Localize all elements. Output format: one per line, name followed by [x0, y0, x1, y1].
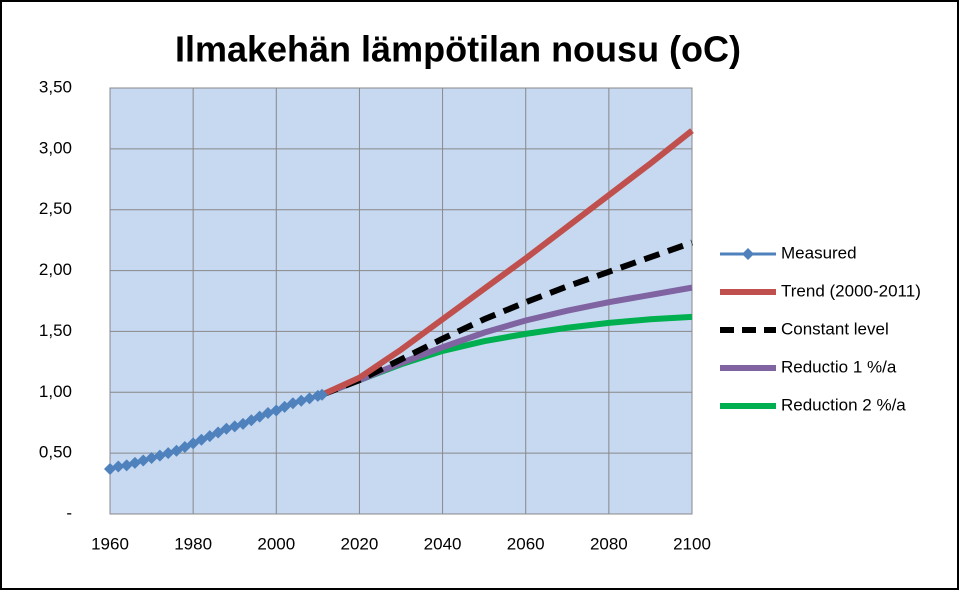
x-tick-label: 2080	[590, 534, 628, 553]
y-tick-label: 0,50	[39, 443, 72, 462]
legend-label: Constant level	[781, 319, 889, 338]
y-tick-label: 1,00	[39, 382, 72, 401]
y-tick-label: 2,50	[39, 199, 72, 218]
y-tick-label: 3,50	[39, 77, 72, 96]
y-tick-label: 3,00	[39, 138, 72, 157]
marker	[112, 460, 125, 473]
legend-label: Measured	[781, 243, 857, 262]
legend-marker	[742, 248, 754, 260]
y-tick-label: -	[66, 503, 72, 522]
marker	[245, 414, 258, 427]
series-line	[320, 128, 694, 398]
y-tick-label: 2,00	[39, 260, 72, 279]
x-tick-label: 2040	[424, 534, 462, 553]
x-tick-label: 2020	[341, 534, 379, 553]
x-tick-label: 1980	[174, 534, 212, 553]
marker	[316, 388, 329, 401]
chart-title: Ilmakehän lämpötilan nousu (oC)	[175, 29, 741, 70]
x-tick-label: 1960	[91, 534, 129, 553]
legend-label: Trend (2000-2011)	[781, 281, 921, 300]
legend-label: Reduction 2 %/a	[781, 395, 906, 414]
y-tick-label: 1,50	[39, 321, 72, 340]
x-tick-label: 2060	[507, 534, 545, 553]
series-line	[320, 239, 693, 398]
plot-border	[109, 87, 693, 515]
x-tick-label: 2000	[257, 534, 295, 553]
legend-label: Reductio 1 %/a	[781, 357, 897, 376]
x-tick-label: 2100	[673, 534, 711, 553]
plot-area	[110, 88, 692, 514]
